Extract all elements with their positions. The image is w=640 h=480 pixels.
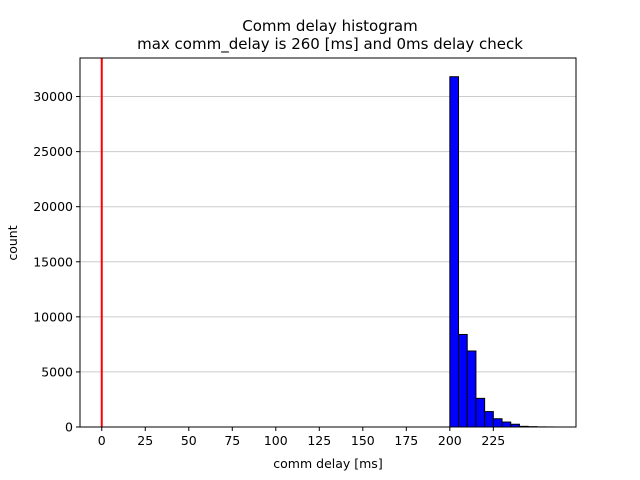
chart-title: Comm delay histogram bbox=[242, 17, 417, 35]
x-tick-label: 175 bbox=[394, 433, 418, 448]
histogram-bars bbox=[449, 76, 555, 428]
x-tick-label: 225 bbox=[481, 433, 505, 448]
histogram-bar bbox=[466, 350, 477, 428]
plot-frame bbox=[79, 57, 577, 428]
y-tick-label: 10000 bbox=[33, 309, 73, 324]
x-tick-label: 75 bbox=[224, 433, 240, 448]
y-tick-label: 15000 bbox=[33, 254, 73, 269]
y-tick-label: 25000 bbox=[33, 144, 73, 159]
y-tick-label: 20000 bbox=[33, 199, 73, 214]
y-tick-label: 0 bbox=[65, 420, 73, 435]
x-tick-label: 50 bbox=[181, 433, 197, 448]
chart-subtitle: max comm_delay is 260 [ms] and 0ms delay… bbox=[137, 35, 523, 54]
histogram-bar bbox=[501, 421, 512, 428]
y-axis-label: count bbox=[5, 225, 20, 260]
x-tick-label: 0 bbox=[98, 433, 106, 448]
y-axis-ticks: 0 5000 10000 15000 20000 25000 30000 bbox=[33, 89, 80, 435]
x-tick-label: 125 bbox=[307, 433, 331, 448]
histogram-bar bbox=[458, 333, 468, 428]
y-tick-label: 30000 bbox=[33, 89, 73, 104]
x-tick-label: 150 bbox=[351, 433, 375, 448]
x-axis-label: comm delay [ms] bbox=[273, 456, 382, 471]
x-tick-label: 25 bbox=[137, 433, 153, 448]
histogram-bar bbox=[484, 411, 494, 428]
grid-lines bbox=[80, 96, 576, 373]
x-tick-label: 200 bbox=[438, 433, 462, 448]
y-tick-label: 5000 bbox=[41, 364, 73, 379]
histogram-bar bbox=[492, 418, 503, 428]
x-tick-label: 100 bbox=[264, 433, 288, 448]
histogram-bar bbox=[475, 397, 486, 428]
x-axis-ticks: 0 25 50 75 100 125 150 175 200 225 bbox=[98, 427, 505, 448]
histogram-bar bbox=[449, 76, 460, 428]
